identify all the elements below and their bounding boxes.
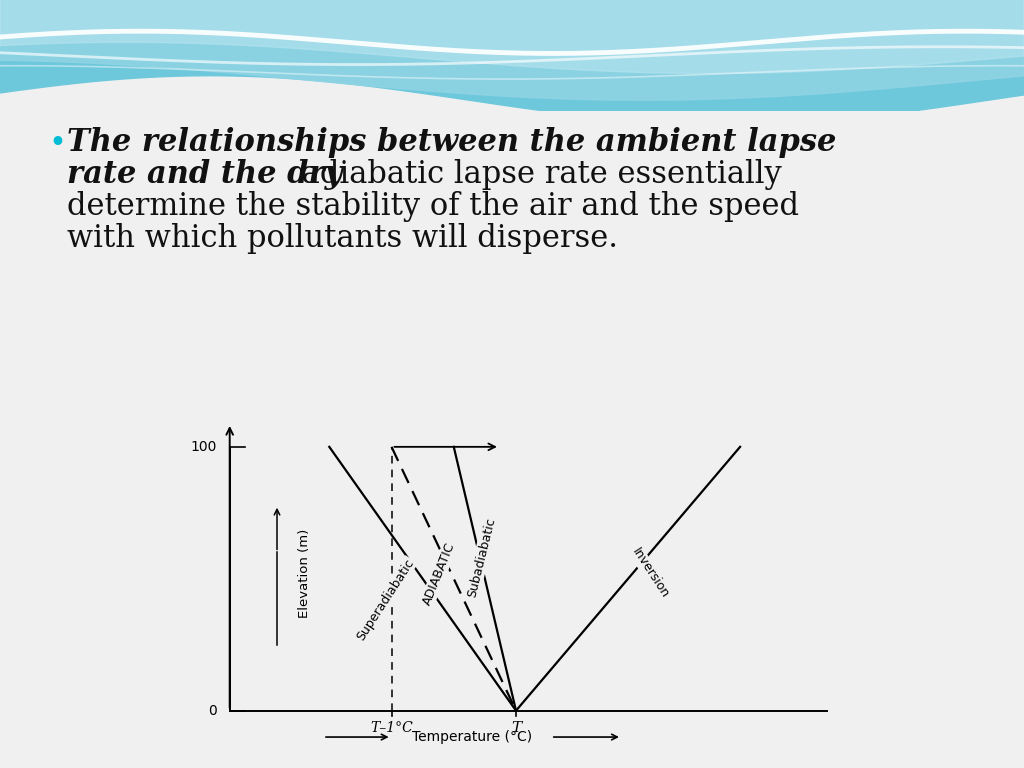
Text: Subadiabatic: Subadiabatic	[465, 516, 498, 599]
Text: T: T	[511, 720, 521, 735]
Text: ADIABATIC: ADIABATIC	[420, 540, 458, 607]
Text: determine the stability of the air and the speed: determine the stability of the air and t…	[67, 191, 799, 222]
Text: Superadiabatic: Superadiabatic	[354, 557, 417, 643]
Text: rate and the dry: rate and the dry	[67, 159, 342, 190]
Text: adiabatic lapse rate essentially: adiabatic lapse rate essentially	[292, 159, 781, 190]
Text: Temperature (°C): Temperature (°C)	[413, 730, 532, 744]
Text: Elevation (m): Elevation (m)	[298, 529, 311, 618]
Text: T–1°C: T–1°C	[370, 720, 413, 735]
Text: 0: 0	[209, 703, 217, 717]
Text: Inversion: Inversion	[630, 546, 672, 601]
Text: The relationships between the ambient lapse: The relationships between the ambient la…	[67, 127, 836, 157]
Text: 100: 100	[190, 440, 217, 454]
Text: with which pollutants will disperse.: with which pollutants will disperse.	[67, 223, 617, 254]
Text: •: •	[49, 131, 66, 154]
